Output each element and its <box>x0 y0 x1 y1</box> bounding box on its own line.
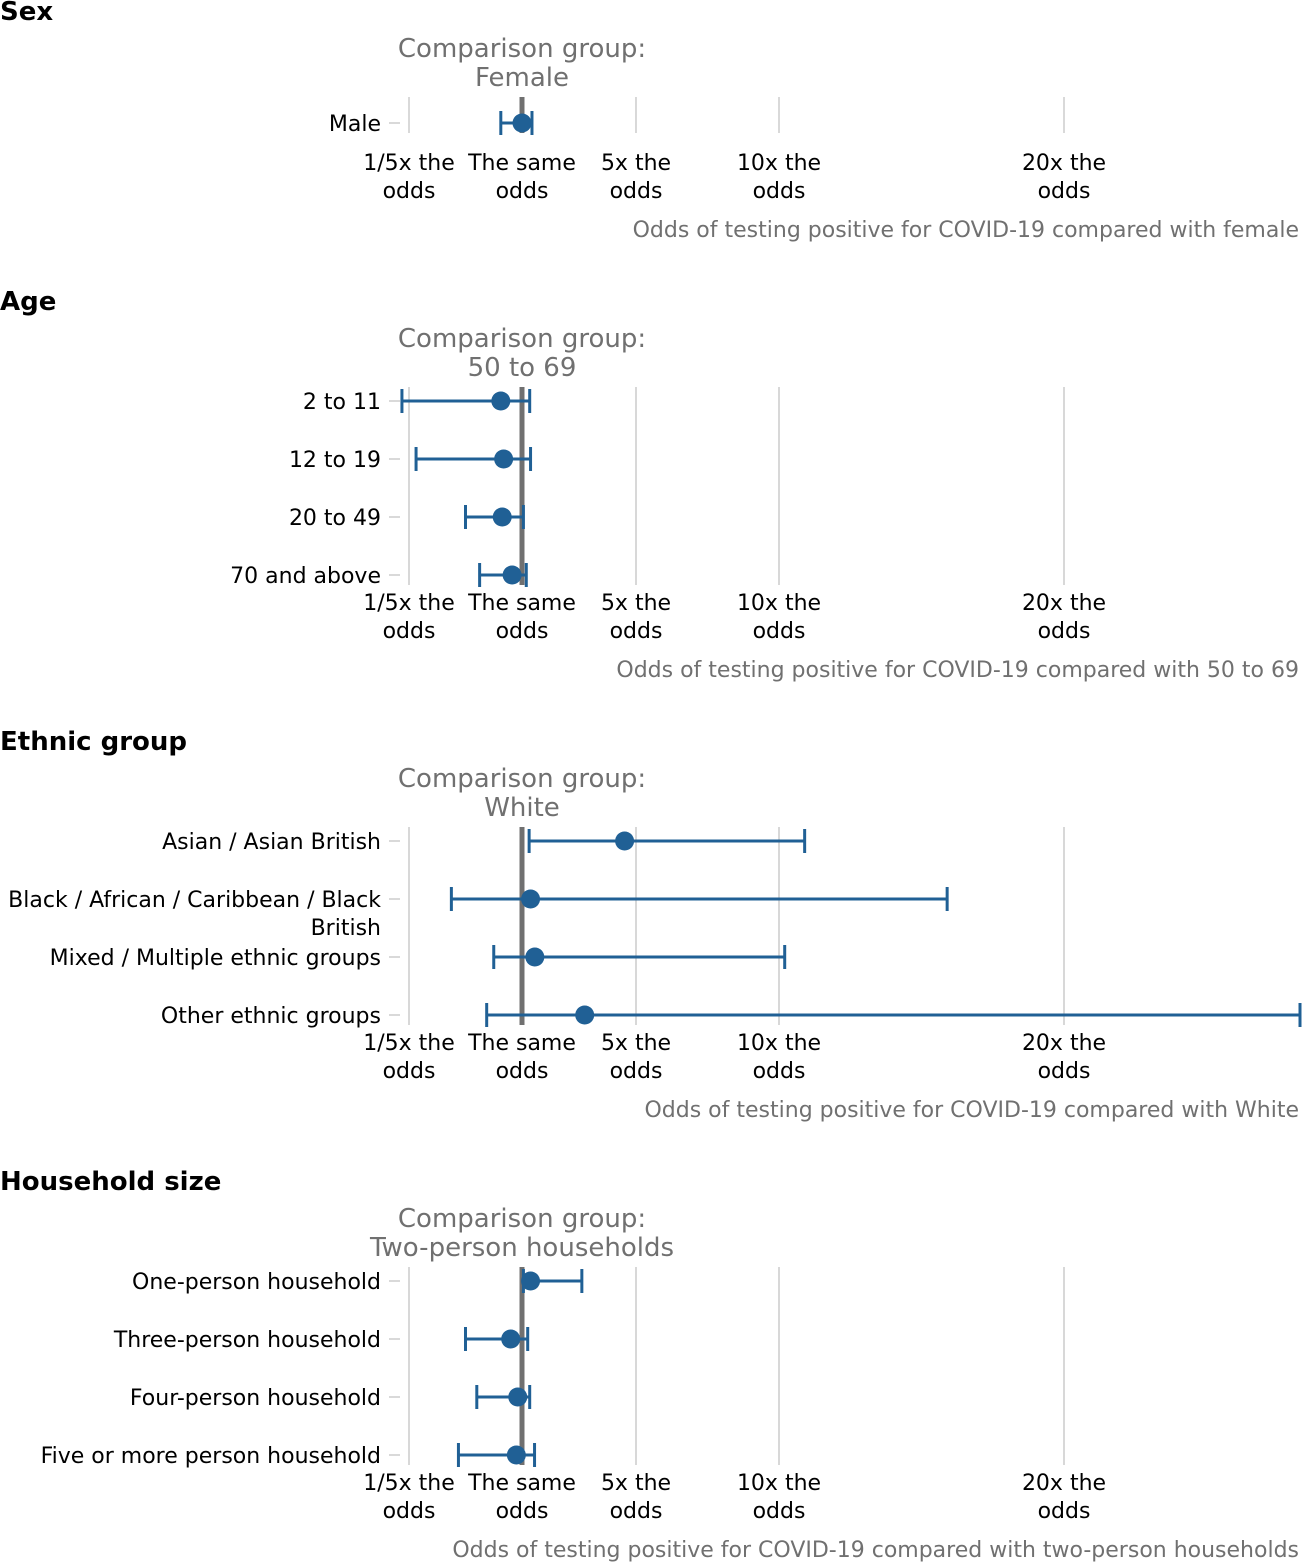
category-label: Black / African / Caribbean / Black Briti… <box>8 888 381 941</box>
comparison-group-label: Comparison group: White <box>398 764 646 823</box>
x-axis-title: Odds of testing positive for COVID-19 co… <box>644 1098 1299 1123</box>
panel-ethnic-group: Ethnic group Comparison group: White 1/5x t… <box>0 727 1302 1123</box>
odds-estimate-point <box>525 947 545 967</box>
panel-sex: Sex Comparison group: Female 1/5x the oddsTh… <box>0 0 1299 243</box>
x-axis-title: Odds of testing positive for COVID-19 co… <box>452 1538 1299 1563</box>
x-tick-label: 20x the odds <box>1022 151 1106 204</box>
panel-title: Age <box>0 287 56 317</box>
x-tick-label: 1/5x the odds <box>363 151 455 204</box>
x-tick-label: 20x the odds <box>1022 1031 1106 1084</box>
x-tick-label: 1/5x the odds <box>363 1031 455 1084</box>
category-label: Four-person household <box>130 1386 381 1411</box>
x-tick-label: 5x the odds <box>601 1031 671 1084</box>
x-tick-label: The same odds <box>467 151 576 204</box>
odds-estimate-point <box>508 1387 528 1407</box>
x-tick-label: 10x the odds <box>737 151 821 204</box>
x-tick-label: 20x the odds <box>1022 591 1106 644</box>
x-tick-label: The same odds <box>467 1471 576 1524</box>
odds-estimate-point <box>492 507 512 527</box>
category-label: Other ethnic groups <box>161 1004 381 1029</box>
x-tick-label: 5x the odds <box>601 591 671 644</box>
x-tick-label: 20x the odds <box>1022 1471 1106 1524</box>
category-label: Mixed / Multiple ethnic groups <box>50 946 381 971</box>
panel-title: Sex <box>0 0 53 27</box>
x-axis-title: Odds of testing positive for COVID-19 co… <box>633 218 1299 243</box>
panel-title: Ethnic group <box>0 727 187 757</box>
odds-estimate-point <box>521 889 541 909</box>
odds-estimate-point <box>521 1271 541 1291</box>
odds-estimate-point <box>575 1005 595 1025</box>
comparison-group-label: Comparison group: Two-person households <box>369 1204 674 1263</box>
x-tick-label: The same odds <box>467 1031 576 1084</box>
x-tick-label: 10x the odds <box>737 591 821 644</box>
x-tick-label: 5x the odds <box>601 151 671 204</box>
category-label: Five or more person household <box>41 1444 381 1469</box>
panel-age: Age Comparison group: 50 to 69 1/5x the odds… <box>0 287 1299 683</box>
odds-estimate-point <box>494 449 514 469</box>
category-label: Three-person household <box>113 1328 381 1353</box>
odds-estimate-point <box>491 391 511 411</box>
x-axis-title: Odds of testing positive for COVID-19 co… <box>616 658 1299 683</box>
panel-household-size: Household size Comparison group: Two-perso… <box>0 1167 1299 1563</box>
category-label: Asian / Asian British <box>162 830 381 855</box>
odds-estimate-point <box>501 1329 521 1349</box>
category-label: Male <box>329 112 381 137</box>
category-label: 70 and above <box>230 564 381 589</box>
x-tick-label: 1/5x the odds <box>363 1471 455 1524</box>
comparison-group-label: Comparison group: 50 to 69 <box>398 324 646 383</box>
x-tick-label: 10x the odds <box>737 1031 821 1084</box>
odds-estimate-point <box>512 113 532 133</box>
category-label: 20 to 49 <box>289 506 381 531</box>
x-tick-label: The same odds <box>467 591 576 644</box>
comparison-group-label: Comparison group: Female <box>398 34 646 93</box>
odds-estimate-point <box>615 831 635 851</box>
odds-estimate-point <box>502 565 522 585</box>
x-tick-label: 5x the odds <box>601 1471 671 1524</box>
category-label: 12 to 19 <box>289 448 381 473</box>
panel-title: Household size <box>0 1167 221 1197</box>
category-label: 2 to 11 <box>303 390 381 415</box>
x-tick-label: 10x the odds <box>737 1471 821 1524</box>
odds-estimate-point <box>506 1445 526 1465</box>
x-tick-label: 1/5x the odds <box>363 591 455 644</box>
category-label: One-person household <box>132 1270 381 1295</box>
